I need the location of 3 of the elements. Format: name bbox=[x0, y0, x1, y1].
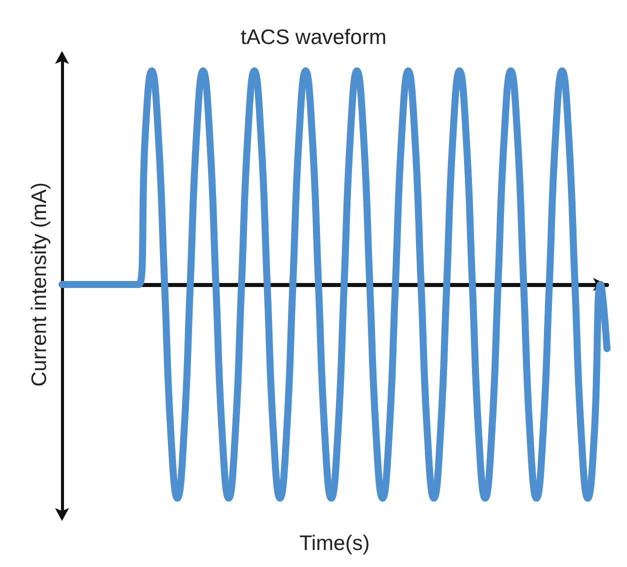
chart-title: tACS waveform bbox=[240, 26, 386, 49]
y-axis-title: Current intensity (mA) bbox=[28, 182, 51, 387]
x-axis-title: Time(s) bbox=[299, 532, 370, 555]
